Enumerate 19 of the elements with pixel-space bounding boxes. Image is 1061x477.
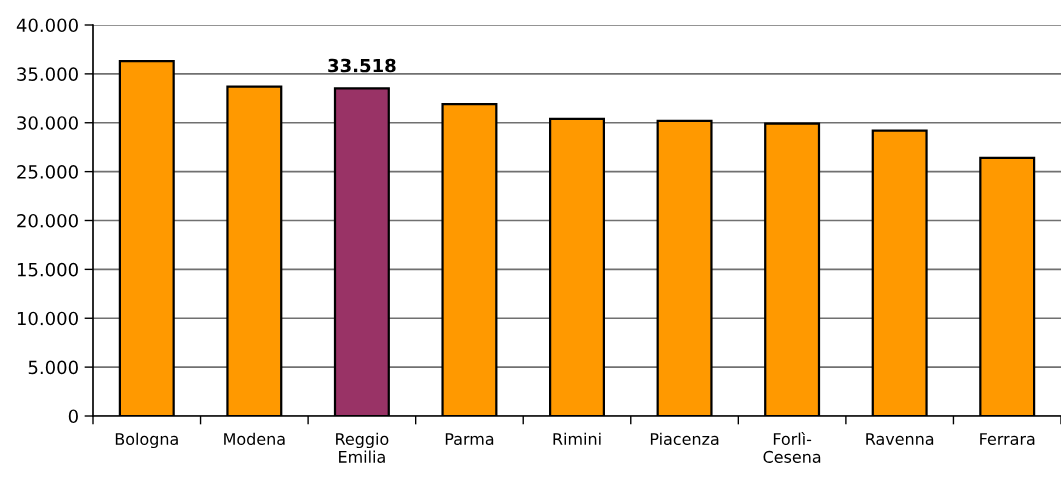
- y-tick-label: 5.000: [28, 360, 78, 375]
- x-tick-label: Parma: [445, 433, 494, 446]
- y-tick-label: 25.000: [17, 165, 78, 179]
- x-tick-label: Forlì- Cesena: [763, 432, 821, 463]
- x-tick-label: Ferrara: [980, 433, 1035, 446]
- x-tick-label: Ravenna: [866, 433, 934, 446]
- y-tick-label: 35.000: [17, 67, 78, 81]
- x-tick-label: Reggio Emilia: [336, 432, 389, 463]
- data-label: 33.518: [328, 58, 396, 73]
- y-tick-label: 10.000: [17, 311, 78, 326]
- x-tick-label: Bologna: [115, 432, 178, 449]
- x-tick-label: Rimini: [553, 432, 601, 445]
- y-tick-label: 30.000: [17, 116, 78, 130]
- y-tick-label: 0: [68, 409, 78, 424]
- x-tick-label: Piacenza: [650, 432, 719, 446]
- y-tick-label: 40.000: [16, 18, 78, 33]
- x-tick-label: Modena: [224, 432, 285, 446]
- y-tick-label: 15.000: [17, 262, 78, 277]
- y-tick-label: 20.000: [17, 213, 78, 228]
